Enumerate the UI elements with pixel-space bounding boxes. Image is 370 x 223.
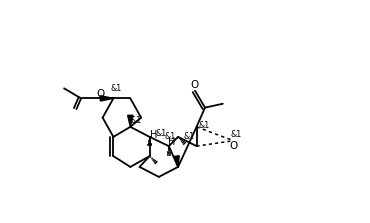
Text: &1: &1 bbox=[231, 130, 242, 139]
Text: &1: &1 bbox=[111, 84, 122, 93]
Text: &1: &1 bbox=[131, 116, 142, 125]
Text: O: O bbox=[229, 141, 238, 151]
Text: H: H bbox=[168, 137, 176, 147]
Text: &1: &1 bbox=[183, 132, 195, 141]
Text: O: O bbox=[190, 80, 198, 89]
Text: &1: &1 bbox=[155, 128, 167, 138]
Polygon shape bbox=[128, 115, 133, 127]
Polygon shape bbox=[100, 96, 113, 101]
Polygon shape bbox=[174, 156, 179, 167]
Text: O: O bbox=[96, 89, 104, 99]
Text: &1: &1 bbox=[165, 132, 176, 141]
Text: &1: &1 bbox=[199, 121, 210, 130]
Text: H: H bbox=[150, 130, 157, 140]
